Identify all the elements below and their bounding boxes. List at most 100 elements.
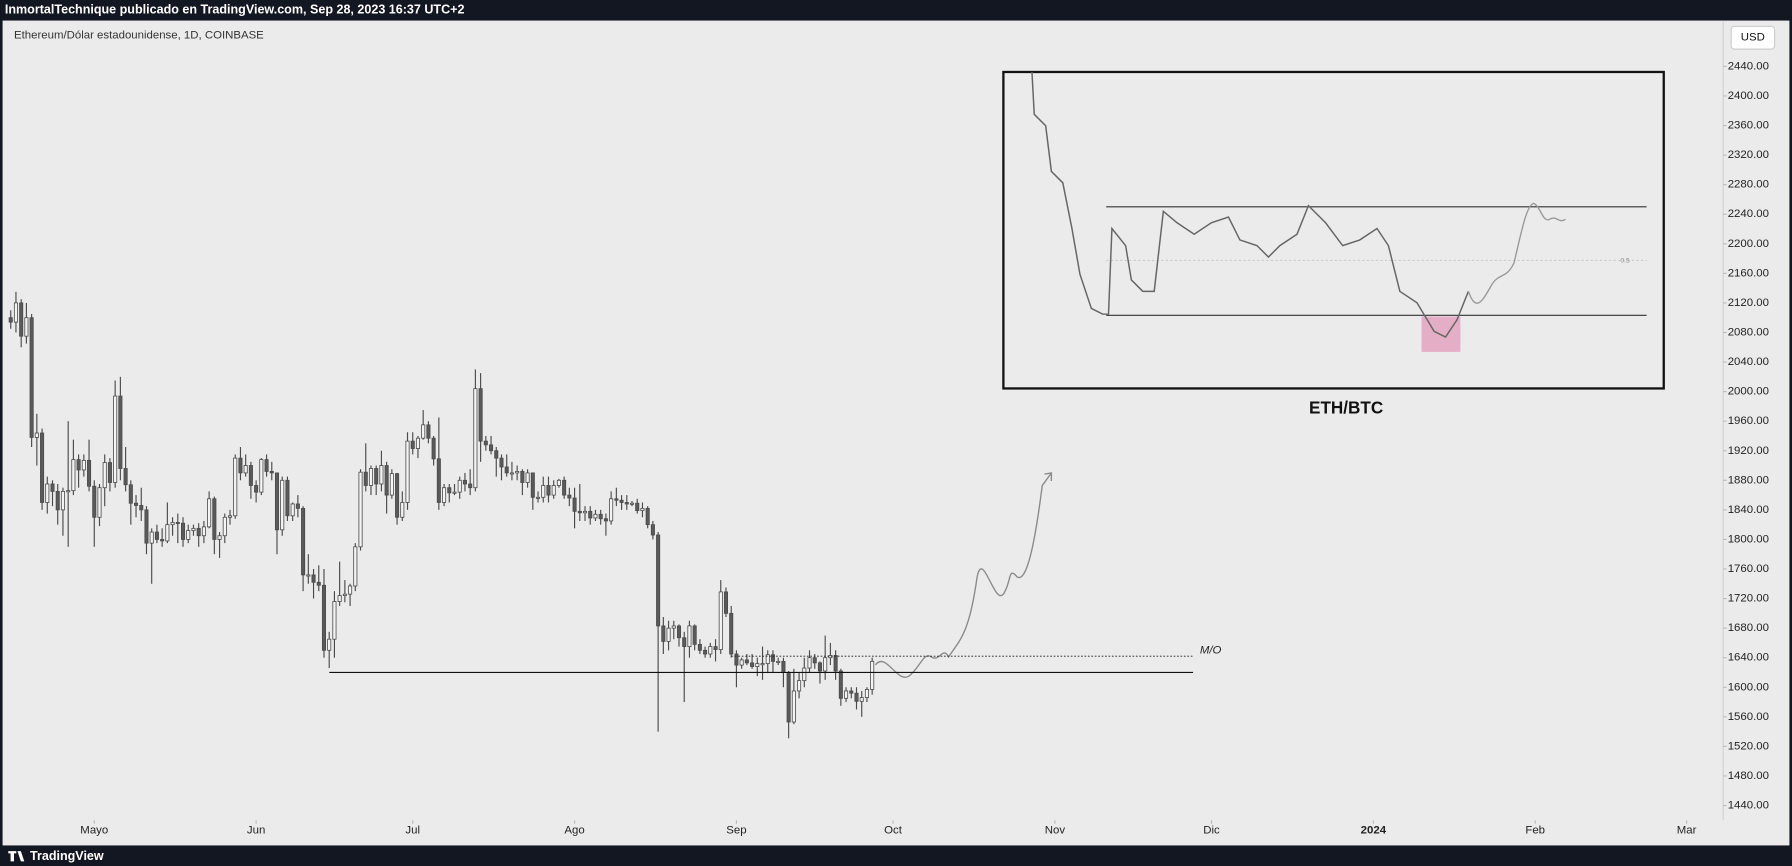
candle-body [348,585,353,595]
y-tick-label: 1760.00 [1728,563,1769,575]
candle-body [864,689,869,699]
candle-body [254,485,259,493]
candle-body [760,663,765,666]
candle-body [316,581,321,586]
inset-frame [1002,70,1665,390]
y-tick-label: 2440.00 [1728,60,1769,72]
candle-body [504,466,509,474]
candle-body [421,424,426,439]
candle-body [797,680,802,692]
candle-body [473,388,478,489]
candle-body [697,643,702,651]
inset: 0.5 ETH/BTC [1002,70,1665,418]
x-tick-label: 2024 [1361,825,1387,837]
candle-body [436,458,441,503]
x-tick-label: Ago [564,825,584,837]
candle-body [405,440,410,503]
candle-body [66,490,71,493]
candle-body [509,472,514,475]
candle-body [227,515,233,518]
footer: TradingView [8,849,104,863]
candle-body [118,395,123,469]
y-tick-label: 1560.00 [1728,711,1769,723]
y-tick-label: 2200.00 [1728,238,1769,250]
candle-body [139,505,144,511]
candle-body [556,479,561,486]
candle-body [248,465,253,486]
candle-body [692,625,697,645]
candle-body [567,494,572,499]
candle-body [92,485,97,518]
candle-body [60,490,65,511]
candle-body [76,459,81,471]
candle-body [295,503,300,509]
candle-body [207,498,212,528]
x-tick-label: Mayo [80,825,108,837]
candle-body [520,471,525,483]
candle-body [765,654,770,665]
y-tick-label: 1480.00 [1728,770,1769,782]
candle-body [870,660,875,690]
y-tick-label: 1440.00 [1728,800,1769,812]
y-tick-label: 1800.00 [1728,533,1769,545]
candle-body [337,595,342,602]
candle-body [264,459,269,472]
candle-body [384,465,389,496]
candle-body [572,497,577,512]
candle-body [650,524,655,536]
candle-body [744,659,749,664]
currency-button[interactable] [1730,25,1776,50]
candle-body [499,457,504,468]
candle-body [134,502,139,506]
symbol-title: Ethereum/Dólar estadounidense, 1D, COINB… [14,29,264,41]
candle-body [113,395,118,483]
candle-body [306,574,311,577]
candle-body [123,468,128,486]
y-tick-label: 1600.00 [1728,681,1769,693]
y-tick-label: 1640.00 [1728,652,1769,664]
candle-body [494,450,499,459]
y-tick-label: 2360.00 [1728,120,1769,132]
candle-body [515,471,520,474]
candle-body [81,459,86,471]
y-tick-label: 2400.00 [1728,90,1769,102]
candle-body [786,672,791,723]
y-tick-label: 1520.00 [1728,740,1769,752]
candle-body [817,662,822,672]
candle-body [812,657,817,664]
candle-body [447,487,452,494]
candle-body [525,472,530,483]
candle-body [238,457,243,474]
x-tick-label: Oct [884,825,903,837]
candle-body [102,462,107,489]
candle-body [676,625,682,639]
marks: 1440.00 1480.00 1520.00 1560.00 1600.00 1640.… [8,60,1769,837]
candle-body [280,479,285,531]
y-tick-label: 1840.00 [1728,504,1769,516]
candle-body [807,657,812,669]
candle-body [755,663,760,667]
currency-label: USD [1741,32,1765,44]
candle-body [661,625,666,642]
candle-body [750,662,755,667]
plot-background [2,20,1790,846]
x-tick-label: Dic [1203,825,1220,837]
candle-body [415,437,420,449]
candle-body [859,697,864,702]
candle-body [619,499,624,503]
candle-body [536,496,541,499]
candle-body [442,487,447,503]
candle-body [13,302,18,323]
candle-body [165,524,170,542]
x-tick-label: Mar [1677,825,1697,837]
candle-body [332,601,337,640]
candle-body [24,317,29,337]
candle-body [259,459,264,493]
candle-body [483,440,488,446]
candle-body [201,526,206,537]
candle-body [854,692,859,702]
candle-body [645,507,650,526]
candle-body [624,502,629,505]
candle-body [196,527,201,537]
